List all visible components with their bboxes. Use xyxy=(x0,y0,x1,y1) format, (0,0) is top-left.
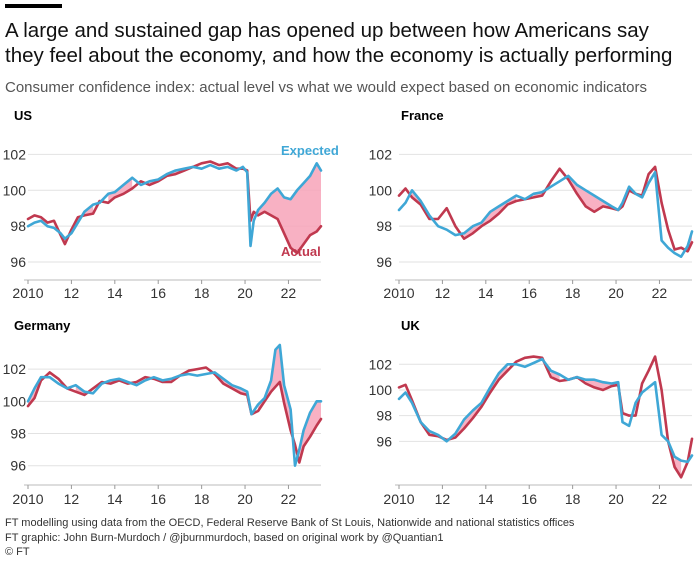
gap-area xyxy=(585,379,619,390)
footer: FT modelling using data from the OECD, F… xyxy=(5,516,693,560)
gap-area xyxy=(464,195,517,239)
panel-france: France 96 98 100 102 2010 12 14 16 18 20 22 xyxy=(369,108,694,301)
y-tick-label: 100 xyxy=(369,382,393,398)
gap-area xyxy=(214,372,248,395)
source-note: FT modelling using data from the OECD, F… xyxy=(5,517,575,529)
x-tick-label: 14 xyxy=(478,285,494,301)
y-tick-label: 96 xyxy=(376,254,392,270)
actual-annotation: Actual xyxy=(281,244,321,259)
x-tick-label: 14 xyxy=(107,285,123,301)
actual-line xyxy=(26,366,323,464)
x-tick-label: 16 xyxy=(150,491,166,507)
x-tick-label: 22 xyxy=(281,491,297,507)
gap-area xyxy=(550,370,560,381)
x-tick-label: 12 xyxy=(435,285,451,301)
x-tick-label: 22 xyxy=(281,285,297,301)
x-tick-label: 20 xyxy=(608,285,624,301)
x-tick-label: 12 xyxy=(64,285,80,301)
x-tick-label: 2010 xyxy=(383,491,414,507)
x-tick-label: 18 xyxy=(194,285,210,301)
y-tick-label: 96 xyxy=(376,433,392,449)
gap-area xyxy=(674,456,682,478)
y-tick-label: 98 xyxy=(376,408,392,424)
x-tick-label: 12 xyxy=(64,491,80,507)
chart-subtitle: Consumer confidence index: actual level … xyxy=(5,79,648,96)
y-tick-label: 100 xyxy=(3,393,27,409)
y-tick-label: 102 xyxy=(3,361,27,377)
x-tick-label: 18 xyxy=(565,285,581,301)
panel-germany: Germany 96 98 100 102 2010 12 14 16 18 20 22 xyxy=(3,318,323,507)
expected-line xyxy=(397,171,694,258)
y-tick-label: 100 xyxy=(369,182,393,198)
credit-note: FT graphic: John Burn-Murdoch / @jburnmu… xyxy=(5,531,444,544)
x-tick-label: 14 xyxy=(478,491,494,507)
x-tick-label: 20 xyxy=(237,285,253,301)
y-tick-label: 96 xyxy=(10,458,26,474)
x-tick-label: 16 xyxy=(521,285,537,301)
x-tick-label: 16 xyxy=(150,285,166,301)
actual-line xyxy=(397,355,694,479)
x-tick-label: 18 xyxy=(565,491,581,507)
actual-line xyxy=(397,165,694,253)
x-tick-label: 12 xyxy=(435,491,451,507)
x-tick-label: 18 xyxy=(194,491,210,507)
y-tick-label: 98 xyxy=(10,426,26,442)
x-tick-label: 20 xyxy=(608,491,624,507)
x-tick-label: 2010 xyxy=(12,285,43,301)
x-tick-label: 22 xyxy=(652,285,668,301)
panel-us: US 96 98 100 102 2010 12 14 16 18 20 22 Expected Actu… xyxy=(3,108,339,301)
y-tick-label: 96 xyxy=(10,254,26,270)
panel-title: UK xyxy=(401,318,420,333)
expected-line xyxy=(26,162,323,248)
y-tick-label: 98 xyxy=(376,218,392,234)
panel-title: France xyxy=(401,108,444,123)
actual-line xyxy=(26,160,323,255)
panel-title: US xyxy=(14,108,32,123)
y-tick-label: 102 xyxy=(3,146,27,162)
expected-annotation: Expected xyxy=(281,143,339,158)
panel-title: Germany xyxy=(14,318,71,333)
x-tick-label: 2010 xyxy=(12,491,43,507)
x-tick-label: 14 xyxy=(107,491,123,507)
y-tick-label: 100 xyxy=(3,182,27,198)
x-tick-label: 2010 xyxy=(383,285,414,301)
gap-area xyxy=(299,401,321,463)
x-tick-label: 20 xyxy=(237,491,253,507)
panel-uk: UK 96 98 100 102 2010 12 14 16 18 20 22 xyxy=(369,318,694,507)
x-tick-label: 22 xyxy=(652,491,668,507)
ft-brand-bar xyxy=(5,4,62,8)
y-tick-label: 102 xyxy=(369,356,393,372)
chart-title: A large and sustained gap has opened up … xyxy=(5,19,673,67)
y-tick-label: 102 xyxy=(369,146,393,162)
expected-line xyxy=(26,343,323,467)
copyright-note: © FT xyxy=(5,546,30,558)
expected-line xyxy=(397,357,694,464)
x-tick-label: 16 xyxy=(521,491,537,507)
gap-area xyxy=(258,163,321,254)
y-tick-label: 98 xyxy=(10,218,26,234)
